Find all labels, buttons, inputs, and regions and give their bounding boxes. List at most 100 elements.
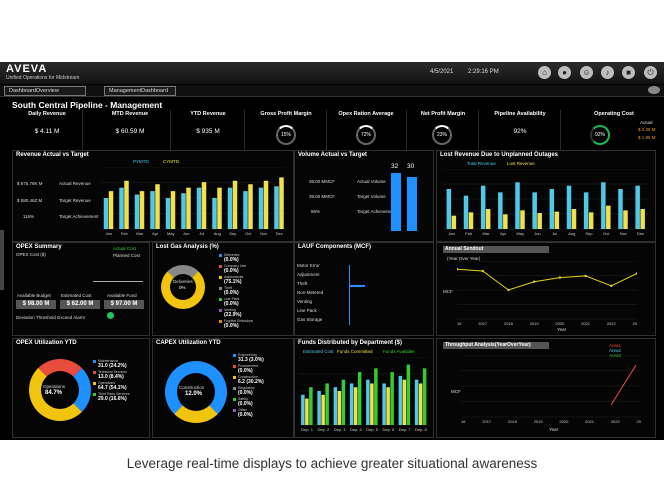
user-icon[interactable]: ☺ <box>580 66 593 79</box>
lauf-row-label: Line Pack <box>297 308 317 313</box>
annual-point <box>457 268 459 271</box>
legend-label: Venting <box>224 308 236 312</box>
tick-label: Feb <box>465 231 473 236</box>
kpi-mtd-revenue: MTD Revenue $ 60.59 M <box>90 110 171 150</box>
bar-dep-4-1 <box>353 387 358 425</box>
legend-value: (0.0%) <box>238 368 253 374</box>
bar-feb-0 <box>119 187 124 229</box>
legend-value: (0.0%) <box>224 257 239 263</box>
kpi-ytd-revenue: YTD Revenue $ 935 M <box>172 110 245 150</box>
tab-management-dashboard[interactable]: ManagementDashboard <box>104 86 176 96</box>
legend-swatch <box>233 354 236 357</box>
bar-apr-0 <box>498 192 503 229</box>
lauf-row-label: Adjustment <box>297 272 320 277</box>
tick-label: Oct <box>245 231 252 236</box>
legend-swatch <box>93 382 96 385</box>
tick-label: Aug <box>568 231 575 236</box>
bar-dec-1 <box>640 209 645 229</box>
panel-capex-utilization: CAPEX Utilization YTD Construction 12.0%… <box>152 338 294 438</box>
bar-jun-1 <box>186 187 191 229</box>
bar-sep-1 <box>232 180 238 229</box>
lost-revenue-bar-chart: Jan Feb Mar Apr May Jun Jul Aug Sep Oct Nov Dec <box>443 169 649 236</box>
bar-dep-2-1 <box>321 394 325 425</box>
globe-icon[interactable]: ● <box>558 66 571 79</box>
tick-label: Dep. 2 <box>317 427 330 432</box>
bar-dep-3-1 <box>337 391 342 425</box>
tick-label: Feb <box>121 231 129 236</box>
legend-label: Theft <box>224 286 232 290</box>
legend-swatch <box>93 371 96 374</box>
bar-nov-1 <box>263 180 269 229</box>
legend-item: Theft (0.0%) <box>219 286 289 297</box>
legend-label: Safety <box>238 397 248 401</box>
dashboard-screen: AVEVA Unified Operations for Midstream 4… <box>0 62 664 440</box>
tick-label: Jan <box>106 231 112 236</box>
tick-label: Aug <box>214 231 221 236</box>
bell-icon[interactable]: ♪ <box>601 66 614 79</box>
lost-gas-legend: Deliveries (0.0%) Company Use (0.0%) Adjustm… <box>219 253 289 330</box>
annual-point <box>481 269 484 273</box>
tick-label: 2020 <box>559 419 569 424</box>
legend-item: Regulatory (0.0%) <box>233 386 291 397</box>
bar-sep-1 <box>588 212 594 229</box>
annual-point <box>610 284 613 288</box>
legend-item: Venting (22.9%) <box>219 308 289 319</box>
bar-dep-6-2 <box>390 372 394 425</box>
revenue-title: Revenue Actual vs Target <box>16 152 89 158</box>
bar-apr-0 <box>150 191 155 229</box>
home-icon[interactable]: ⌂ <box>538 66 551 79</box>
annual-line <box>457 268 637 291</box>
bar-dep-3-0 <box>333 387 338 425</box>
power-icon[interactable]: ⏻ <box>644 66 657 79</box>
tick-label: Jan <box>448 231 454 236</box>
bar-may-0 <box>165 198 171 229</box>
legend-value: (75.1%) <box>224 279 242 285</box>
tick-label: 2021 <box>581 321 591 326</box>
tick-label: Dep. 5 <box>366 427 379 432</box>
legend-item: Procurement (0.0%) <box>233 364 291 375</box>
tick-label: Nov <box>260 231 267 236</box>
panel-funds-distributed: Funds Distributed by Department ($) Esti… <box>294 338 434 438</box>
legend-label: Construction <box>238 375 258 379</box>
legend-swatch <box>93 393 96 396</box>
annual-point <box>558 276 562 279</box>
legend-value: (0.0%) <box>224 290 239 296</box>
tick-label: Nov <box>620 231 627 236</box>
legend-label: Line Pack <box>224 297 240 301</box>
panel-opex-utilization: OPEX Utilization YTD Operations 84.7% Ma… <box>12 338 150 438</box>
bar-mar-1 <box>485 209 491 229</box>
legend-label: Deliveries <box>224 253 240 257</box>
tick-label: Sep <box>585 231 593 236</box>
bar-jul-1 <box>201 182 207 229</box>
legend-value: 31.3 (3.0%) <box>238 357 264 363</box>
tick-label: 2018 <box>508 419 518 424</box>
tab-dashboard-overview[interactable]: DashboardOverview <box>4 86 86 96</box>
legend-swatch <box>233 376 236 379</box>
tick-label: Dec <box>637 231 644 236</box>
panel-lost-gas: Lost Gas Analysis (%) Deliveries 0% Deli… <box>152 242 294 336</box>
panel-volume: Volume Actual vs Target 36.00 MMCF Actua… <box>294 150 434 242</box>
tick-label: Sep <box>229 231 237 236</box>
settings-icon[interactable] <box>648 86 660 94</box>
legend-value: (0.0%) <box>238 401 253 407</box>
tick-label: May <box>516 231 524 236</box>
page-title: South Central Pipeline - Management <box>12 100 163 110</box>
tick-label: 2023 <box>637 419 641 424</box>
legend-item: Line Pack (0.0%) <box>219 297 289 308</box>
legend-value: (0.0%) <box>224 268 239 274</box>
throughput-line-area1 <box>610 364 637 406</box>
bar-dep-1-0 <box>301 394 305 425</box>
panel-revenue: Revenue Actual vs Target PYMTD CYMTD $ 6… <box>12 150 294 242</box>
bar-oct-1 <box>606 205 611 229</box>
bar-dep-7-2 <box>406 364 411 425</box>
tick-label: Dec <box>276 231 283 236</box>
bar-nov-0 <box>258 187 264 229</box>
tick-label: Oct <box>603 231 610 236</box>
side-collapse-handle[interactable] <box>0 230 4 290</box>
bar-jan-0 <box>103 198 109 229</box>
tick-label: Mar <box>482 231 490 236</box>
lock-icon[interactable]: ■ <box>622 66 635 79</box>
panel-opex-summary: OPEX Summary OPEX Cost ($) Actual Cost P… <box>12 242 150 336</box>
bar-may-0 <box>515 182 520 229</box>
bar-mar-1 <box>139 191 145 229</box>
